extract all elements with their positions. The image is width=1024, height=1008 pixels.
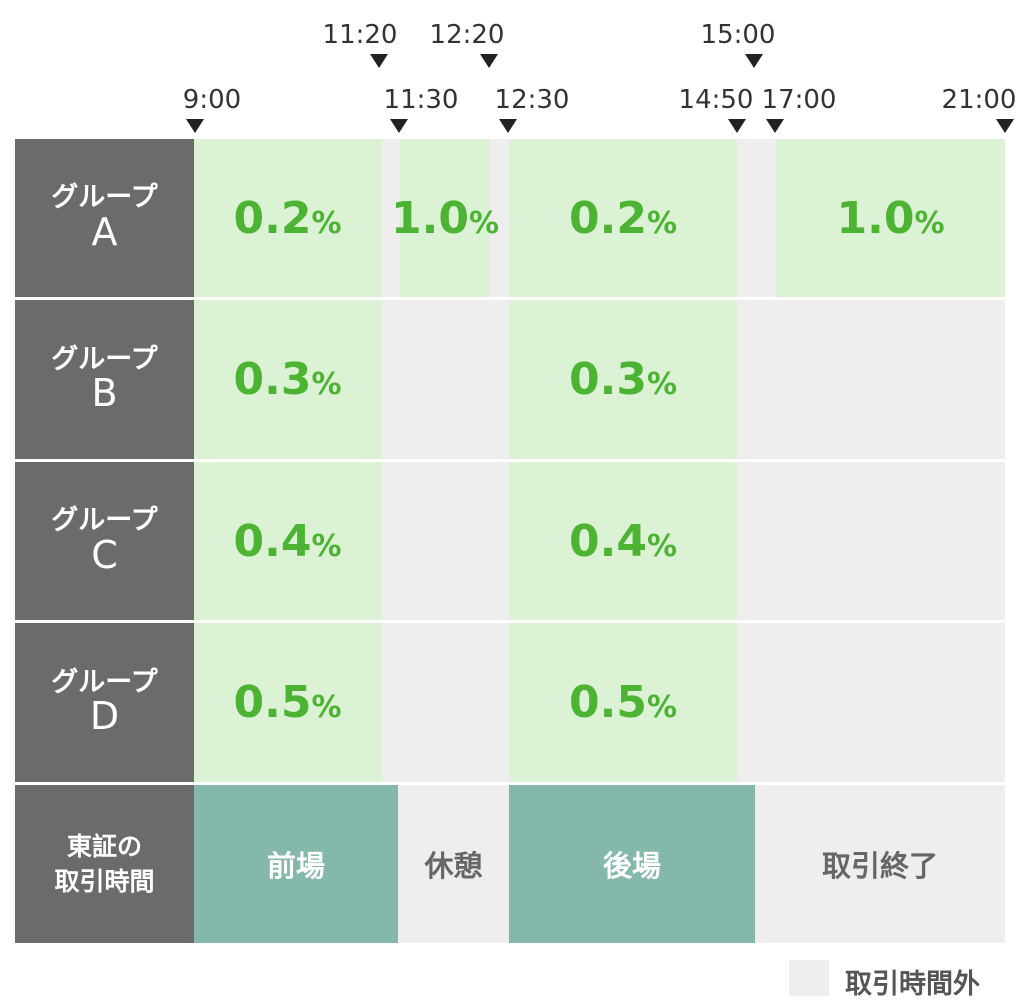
- group-d-letter: D: [89, 694, 120, 739]
- time-label-1230: 12:30: [494, 85, 570, 115]
- time-marker-1700-icon: [766, 119, 784, 133]
- rate-value: 1.0%: [391, 192, 500, 244]
- time-label-1130: 11:30: [383, 85, 459, 115]
- time-marker-1500-icon: [745, 54, 763, 68]
- group-a-prefix: グループ: [51, 182, 158, 214]
- group-b-afternoon-cell: 0.3%: [509, 300, 737, 459]
- group-a-evening-cell: 1.0%: [776, 139, 1005, 297]
- group-c-prefix: グループ: [51, 505, 158, 537]
- time-marker-1230-icon: [499, 119, 517, 133]
- row-divider: [15, 297, 1005, 300]
- tse-closed: 取引終了: [755, 785, 1005, 943]
- time-marker-1450-icon: [728, 119, 746, 133]
- group-c-letter: C: [91, 532, 118, 577]
- time-label-1220: 12:20: [429, 20, 505, 50]
- time-marker-1120-icon: [370, 54, 388, 68]
- time-label-1120: 11:20: [322, 20, 398, 50]
- group-d-label: グループ D: [15, 623, 194, 782]
- time-marker-0900-icon: [186, 119, 204, 133]
- time-label-2100: 21:00: [941, 85, 1017, 115]
- legend-swatch: [789, 960, 829, 996]
- time-label-1500: 15:00: [700, 20, 776, 50]
- tse-label-line1: 東証の: [66, 832, 142, 861]
- group-a-morning-cell: 0.2%: [194, 139, 381, 297]
- rate-value: 0.5%: [568, 677, 677, 728]
- group-d-afternoon-cell: 0.5%: [509, 623, 737, 782]
- group-d-prefix: グループ: [51, 666, 158, 698]
- tse-label-line2: 取引時間: [54, 867, 155, 896]
- group-a-lunch-cell: 1.0%: [391, 139, 499, 297]
- rate-value: 0.2%: [233, 192, 342, 244]
- group-a-label: グループ A: [15, 139, 194, 297]
- group-c-label: グループ C: [15, 462, 194, 620]
- rate-value: 0.3%: [233, 354, 342, 405]
- time-label-1700: 17:00: [761, 85, 837, 115]
- group-d-morning-cell: 0.5%: [194, 623, 381, 782]
- rate-value: 0.3%: [568, 354, 677, 405]
- time-label-1450: 14:50: [678, 85, 754, 115]
- group-c-afternoon-cell: 0.4%: [509, 462, 737, 620]
- rate-value: 1.0%: [836, 192, 945, 244]
- tse-afternoon-session: 後場: [509, 785, 755, 943]
- rate-value: 0.4%: [233, 515, 342, 567]
- tse-break: 休憩: [398, 785, 509, 943]
- time-marker-1220-icon: [480, 54, 498, 68]
- group-a-afternoon-cell: 0.2%: [509, 139, 737, 297]
- rate-value: 0.4%: [568, 515, 677, 567]
- rate-value: 0.2%: [568, 192, 677, 244]
- time-marker-2100-icon: [996, 119, 1014, 133]
- group-b-letter: B: [91, 371, 118, 416]
- legend-outside-hours: 取引時間外: [845, 969, 980, 1000]
- group-a-letter: A: [91, 209, 118, 254]
- group-c-morning-cell: 0.4%: [194, 462, 381, 620]
- group-b-prefix: グループ: [51, 343, 158, 375]
- row-divider: [15, 782, 1005, 785]
- time-marker-1130-icon: [390, 119, 408, 133]
- time-label-0900: 9:00: [182, 85, 242, 115]
- row-divider: [15, 459, 1005, 462]
- tse-hours-label: 東証の 取引時間: [15, 785, 194, 943]
- group-b-morning-cell: 0.3%: [194, 300, 381, 459]
- tse-morning-session: 前場: [194, 785, 398, 943]
- group-b-label: グループ B: [15, 300, 194, 459]
- row-divider: [15, 620, 1005, 623]
- rate-value: 0.5%: [233, 677, 342, 728]
